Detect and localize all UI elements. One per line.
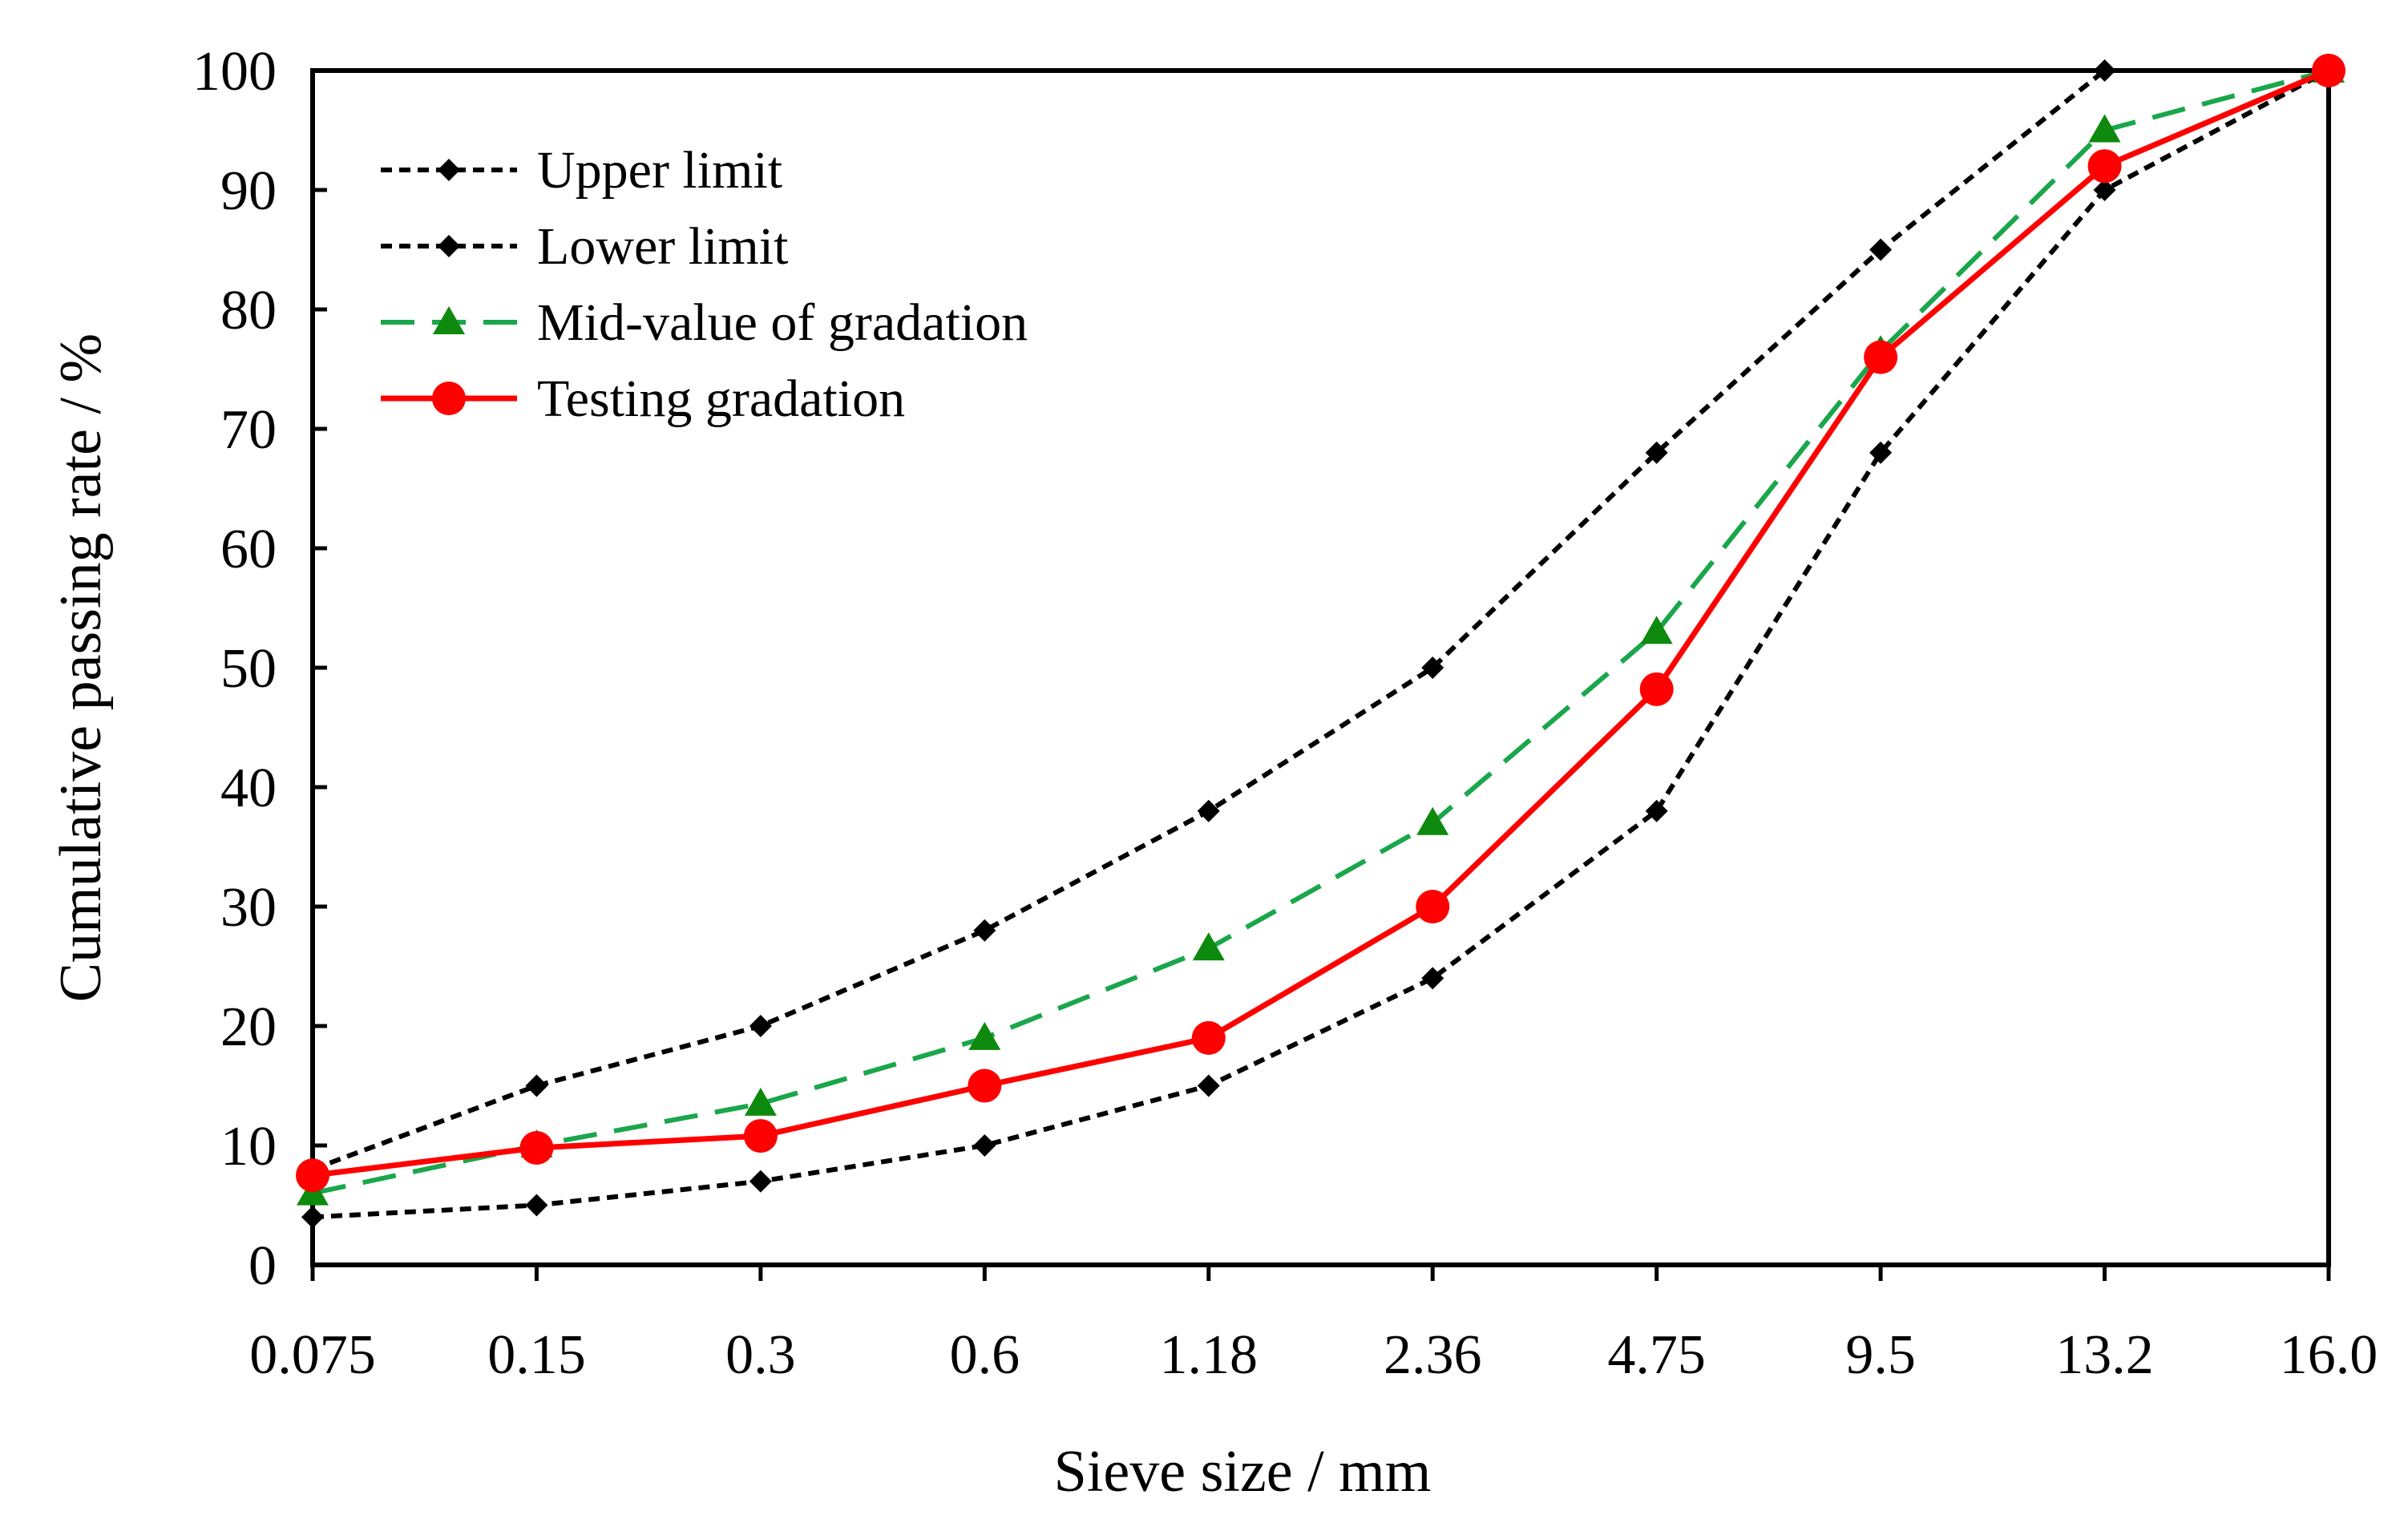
data-point: [1864, 340, 1898, 374]
y-tick-label: 90: [220, 160, 277, 222]
data-point: [743, 1119, 778, 1153]
legend-item-testing-gradation: Testing gradation: [381, 370, 905, 428]
x-tick-label: 2.36: [1384, 1324, 1482, 1386]
data-point: [749, 1170, 772, 1193]
data-point: [1192, 932, 1225, 961]
data-point: [2087, 149, 2122, 184]
data-point: [749, 1015, 772, 1037]
legend-item-mid-value-of-gradation: Mid-value of gradation: [381, 293, 1028, 352]
x-tick-label: 9.5: [1845, 1324, 1916, 1386]
y-tick-label: 70: [220, 399, 277, 461]
legend-marker: [438, 235, 460, 257]
series-lower-limit: [301, 59, 2340, 1229]
x-tick-label: 0.6: [950, 1324, 1020, 1386]
data-point: [968, 1069, 1002, 1103]
data-point: [525, 1074, 548, 1097]
data-point: [968, 1021, 1001, 1050]
y-tick-label: 60: [220, 519, 277, 580]
legend-label: Upper limit: [537, 141, 782, 200]
data-point: [301, 1206, 324, 1229]
data-point: [744, 1087, 777, 1116]
x-tick-label: 4.75: [1607, 1324, 1706, 1386]
y-tick-label: 30: [220, 877, 277, 939]
data-point: [1640, 616, 1673, 644]
y-tick-label: 10: [220, 1116, 277, 1178]
x-tick-label: 0.3: [725, 1324, 796, 1386]
legend-marker: [438, 159, 460, 181]
data-point: [525, 1194, 548, 1217]
data-point: [2088, 114, 2121, 143]
x-tick-label: 16.0: [2280, 1324, 2378, 1386]
legend-item-lower-limit: Lower limit: [381, 217, 788, 276]
y-tick-label: 40: [220, 757, 277, 819]
data-point: [1421, 967, 1444, 990]
data-point: [973, 919, 996, 942]
y-tick-label: 20: [220, 996, 277, 1058]
data-point: [1416, 806, 1449, 835]
data-point: [2093, 59, 2116, 82]
data-point: [1639, 672, 1674, 706]
series-line: [312, 68, 2330, 1220]
series-line: [312, 67, 2330, 1178]
y-axis-label: Cumulative passing rate / %: [48, 333, 114, 1002]
data-point: [2312, 54, 2345, 87]
data-point: [1645, 441, 1668, 464]
x-tick-label: 0.15: [487, 1324, 586, 1386]
x-tick-label: 13.2: [2055, 1324, 2154, 1386]
data-point: [1191, 1020, 1226, 1055]
y-tick-label: 100: [192, 41, 277, 103]
y-tick-label: 0: [248, 1235, 277, 1297]
legend-label: Lower limit: [537, 217, 788, 276]
data-point: [1197, 1074, 1220, 1097]
data-point: [1197, 799, 1220, 822]
legend-item-upper-limit: Upper limit: [381, 141, 782, 200]
data-point: [1421, 656, 1444, 679]
series-line: [311, 68, 2329, 1172]
data-point: [973, 1134, 996, 1157]
x-axis-label: Sieve size / mm: [1054, 1439, 1432, 1505]
data-point: [1869, 238, 1893, 261]
y-tick-label: 80: [220, 280, 277, 341]
data-point: [296, 1158, 329, 1193]
legend-marker: [433, 306, 465, 334]
data-point: [2093, 179, 2116, 201]
data-point: [1869, 441, 1893, 464]
y-tick-label: 50: [220, 638, 277, 700]
legend-label: Testing gradation: [537, 370, 905, 428]
data-point: [519, 1130, 554, 1165]
x-tick-label: 1.18: [1160, 1324, 1259, 1386]
x-tick-label: 0.075: [249, 1324, 376, 1386]
data-point: [1645, 799, 1668, 822]
legend-marker: [432, 382, 466, 415]
series-testing-gradation: [296, 54, 2345, 1193]
legend-label: Mid-value of gradation: [537, 293, 1028, 352]
data-point: [1416, 890, 1450, 923]
